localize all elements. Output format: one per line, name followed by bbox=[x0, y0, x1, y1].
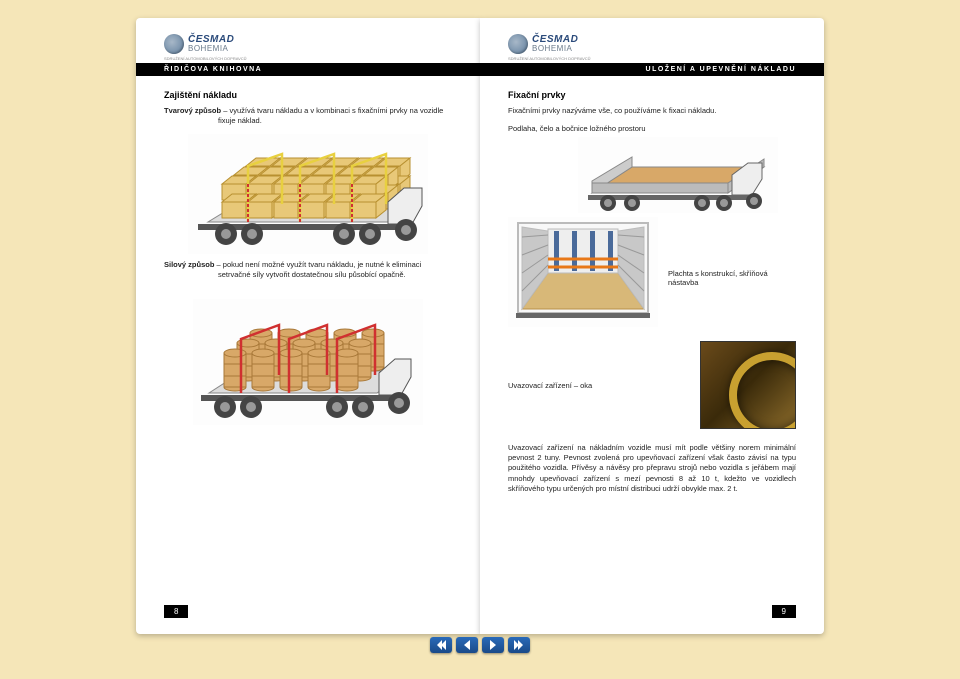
section-title: Zajištění nákladu bbox=[164, 90, 452, 100]
logo-emblem-icon bbox=[508, 34, 528, 54]
lead-tvarovy: Tvarový způsob bbox=[164, 106, 221, 115]
paragraph-tvarovy: Tvarový způsob – využívá tvaru nákladu a… bbox=[164, 106, 452, 126]
nav-last-button[interactable] bbox=[508, 637, 530, 653]
page-left: ČESMAD BOHEMIA SDRUŽENÍ AUTOMOBILOVÝCH D… bbox=[136, 18, 480, 634]
header-bar-right: ULOŽENÍ A UPEVNĚNÍ NÁKLADU bbox=[480, 63, 824, 76]
caption-flatbed: Podlaha, čelo a bočnice ložného prostoru bbox=[508, 124, 796, 133]
lead-silovy: Silový způsob bbox=[164, 260, 214, 269]
paragraph-uvazovaci: Uvazovací zařízení na nákladním vozidle … bbox=[508, 443, 796, 494]
truck-boxes-illustration bbox=[188, 134, 428, 254]
rest-silovy: – pokud není možné využít tvaru nákladu,… bbox=[214, 260, 421, 279]
truck-barrels-illustration bbox=[193, 299, 423, 425]
nav-prev-button[interactable] bbox=[456, 637, 478, 653]
page-number-left: 8 bbox=[164, 605, 188, 618]
caption-trailer: Plachta s konstrukcí, skříňová nástavba bbox=[668, 269, 796, 327]
trailer-illustration bbox=[508, 217, 658, 327]
caption-oka: Uvazovací zařízení – oka bbox=[508, 381, 688, 390]
logo-tagline: SDRUŽENÍ AUTOMOBILOVÝCH DOPRAVCŮ bbox=[164, 56, 452, 61]
logo-tagline: SDRUŽENÍ AUTOMOBILOVÝCH DOPRAVCŮ bbox=[508, 56, 796, 61]
nav-controls bbox=[430, 637, 530, 653]
section-title-right: Fixační prvky bbox=[508, 90, 796, 100]
paragraph-silovy: Silový způsob – pokud není možné využít … bbox=[164, 260, 452, 280]
logo-sub: BOHEMIA bbox=[532, 45, 578, 53]
lashing-ring-photo bbox=[700, 341, 796, 429]
page-number-right: 9 bbox=[772, 605, 796, 618]
paragraph-fixacni: Fixačními prvky nazýváme vše, co používá… bbox=[508, 106, 796, 116]
nav-first-button[interactable] bbox=[430, 637, 452, 653]
logo-emblem-icon bbox=[164, 34, 184, 54]
logo: ČESMAD BOHEMIA bbox=[508, 34, 796, 54]
flatbed-illustration bbox=[578, 137, 778, 213]
header-bar-left: ŘIDIČOVA KNIHOVNA bbox=[136, 63, 480, 76]
nav-next-button[interactable] bbox=[482, 637, 504, 653]
page-right: ČESMAD BOHEMIA SDRUŽENÍ AUTOMOBILOVÝCH D… bbox=[480, 18, 824, 634]
logo-sub: BOHEMIA bbox=[188, 45, 234, 53]
logo: ČESMAD BOHEMIA bbox=[164, 34, 452, 54]
rest-tvarovy: – využívá tvaru nákladu a v kombinaci s … bbox=[218, 106, 443, 125]
